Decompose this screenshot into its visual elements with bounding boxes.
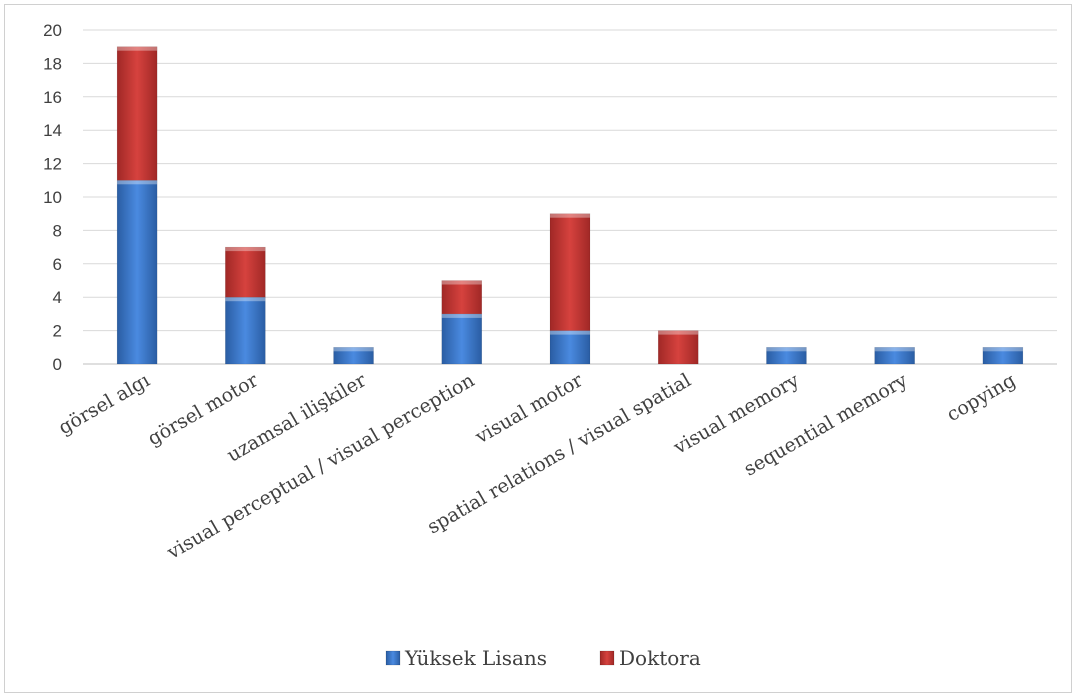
bar-segment-highlight — [441, 280, 482, 285]
bar-segment-highlight — [658, 330, 699, 335]
y-tick-label: 18 — [43, 54, 62, 73]
bar-segment — [441, 280, 483, 315]
bar-segment — [441, 313, 483, 365]
legend-swatch — [599, 650, 615, 666]
bar-segment-highlight — [550, 330, 590, 335]
bar-segment-fill — [225, 246, 266, 298]
bar-segment — [549, 213, 591, 331]
y-tick-label: 14 — [43, 121, 62, 140]
y-tick-label: 0 — [53, 355, 62, 374]
bar-segment — [657, 330, 699, 365]
bar-segment-fill — [657, 330, 699, 365]
bar-segment-fill — [766, 347, 807, 365]
bar-segment-highlight — [333, 347, 374, 352]
bar-segment-fill — [441, 313, 483, 365]
y-tick-label: 4 — [53, 288, 62, 307]
bar-segment-highlight — [766, 347, 807, 352]
bar-segment-fill — [441, 280, 483, 315]
bar-segment-fill — [549, 213, 591, 331]
legend-label: Doktora — [619, 646, 701, 670]
bar-segment-fill — [333, 347, 374, 365]
bar-segment — [982, 347, 1024, 365]
bar-segment-highlight — [117, 180, 158, 185]
y-tick-label: 6 — [53, 255, 62, 274]
bar-segment — [225, 296, 266, 365]
y-axis: 0 2 4 6 8 10 12 14 16 18 20 — [43, 21, 62, 374]
bar-segment-highlight — [982, 347, 1023, 352]
bar-segment-fill — [225, 296, 266, 365]
bar-segment — [116, 46, 158, 181]
y-tick-label: 20 — [43, 21, 62, 40]
y-tick-label: 10 — [43, 188, 62, 207]
bar-segment-highlight — [441, 313, 482, 318]
legend-entry: Doktora — [599, 646, 701, 670]
bar-segment-fill — [116, 180, 158, 365]
legend: Yüksek Lisans Doktora — [385, 646, 701, 670]
x-category-label: görsel algı — [55, 369, 154, 439]
bar-segment — [225, 246, 266, 298]
legend-swatch — [385, 650, 401, 666]
bar-segment-fill — [549, 330, 591, 365]
y-tick-label: 2 — [53, 322, 62, 341]
bar-segment-highlight — [225, 297, 266, 302]
bars — [116, 46, 1024, 365]
bar-segment-fill — [982, 347, 1024, 365]
bar-segment — [116, 180, 158, 365]
x-category-label: copying — [943, 369, 1019, 426]
bar-segment-highlight — [550, 213, 590, 218]
legend-label: Yüksek Lisans — [404, 646, 547, 670]
bar-segment-fill — [116, 46, 158, 181]
legend-entry: Yüksek Lisans — [385, 646, 547, 670]
bar-segment — [766, 347, 807, 365]
bar-segment-highlight — [874, 347, 915, 352]
bar-segment-highlight — [225, 247, 266, 252]
y-tick-label: 8 — [53, 221, 62, 240]
bar-segment — [549, 330, 591, 365]
y-tick-label: 12 — [43, 155, 62, 174]
bar-segment-highlight — [117, 46, 158, 51]
y-tick-label: 16 — [43, 88, 62, 107]
bar-segment — [874, 347, 915, 365]
bar-segment-fill — [874, 347, 915, 365]
bar-segment — [333, 347, 374, 365]
